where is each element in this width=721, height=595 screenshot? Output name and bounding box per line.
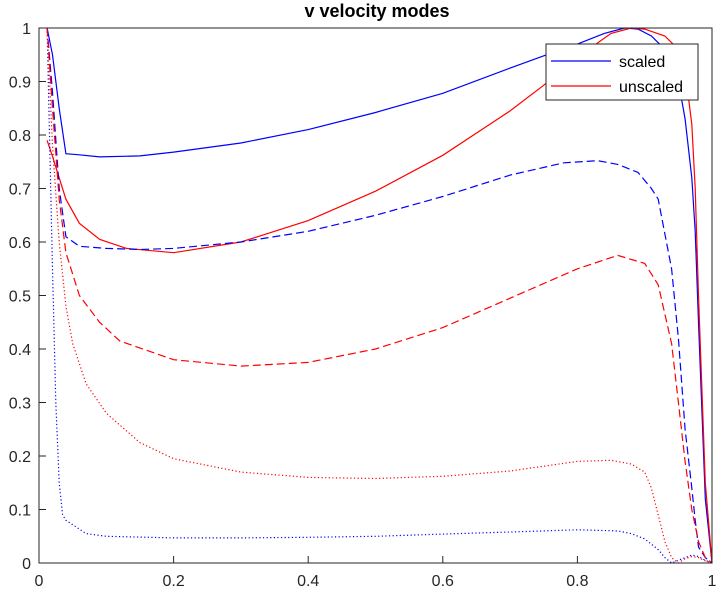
y-tick-label: 0.4 xyxy=(9,342,31,359)
x-tick-label: 1 xyxy=(708,573,717,590)
y-tick-label: 1 xyxy=(22,21,31,38)
legend-label-scaled: scaled xyxy=(619,54,665,71)
series-line-scaled-dashed xyxy=(46,27,713,564)
plot-lines xyxy=(46,27,713,564)
legend-box xyxy=(545,43,699,101)
x-tick-label: 0.2 xyxy=(162,573,184,590)
y-tick-label: 0.5 xyxy=(9,289,31,306)
y-tick-label: 0.3 xyxy=(9,396,31,413)
x-tick-label: 0.8 xyxy=(566,573,588,590)
y-tick-label: 0.8 xyxy=(9,128,31,145)
y-tick-label: 0 xyxy=(22,556,31,573)
x-tick-label: 0.4 xyxy=(297,573,319,590)
y-tick-label: 0.9 xyxy=(9,75,31,92)
legend-label-unscaled: unscaled xyxy=(619,79,683,96)
x-axis: 0 0.2 0.4 0.6 0.8 1 xyxy=(35,556,717,590)
series-line-unscaled-dotted xyxy=(46,27,713,564)
chart-title: v velocity modes xyxy=(304,1,449,21)
y-tick-label: 0.2 xyxy=(9,449,31,466)
y-tick-label: 0.6 xyxy=(9,235,31,252)
series-line-scaled-solid xyxy=(46,27,713,564)
x-tick-label: 0 xyxy=(35,573,44,590)
y-tick-label: 0.1 xyxy=(9,503,31,520)
series-line-unscaled-dashed xyxy=(46,27,713,564)
y-tick-label: 0.7 xyxy=(9,182,31,199)
series-line-unscaled-solid xyxy=(46,27,713,564)
legend: scaled unscaled xyxy=(545,43,699,101)
x-tick-label: 0.6 xyxy=(432,573,454,590)
y-axis: 0 0.1 0.2 0.3 0.4 0.5 0.6 0.7 0.8 0.9 1 xyxy=(9,21,46,573)
